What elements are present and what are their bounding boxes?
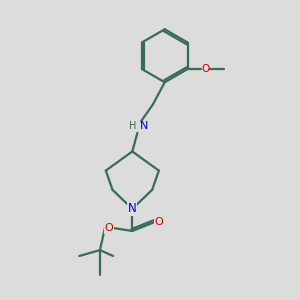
Text: O: O [154, 217, 163, 227]
Text: N: N [128, 202, 137, 215]
Text: O: O [104, 223, 113, 233]
Text: N: N [140, 122, 149, 131]
Text: O: O [201, 64, 209, 74]
Text: H: H [129, 122, 137, 131]
